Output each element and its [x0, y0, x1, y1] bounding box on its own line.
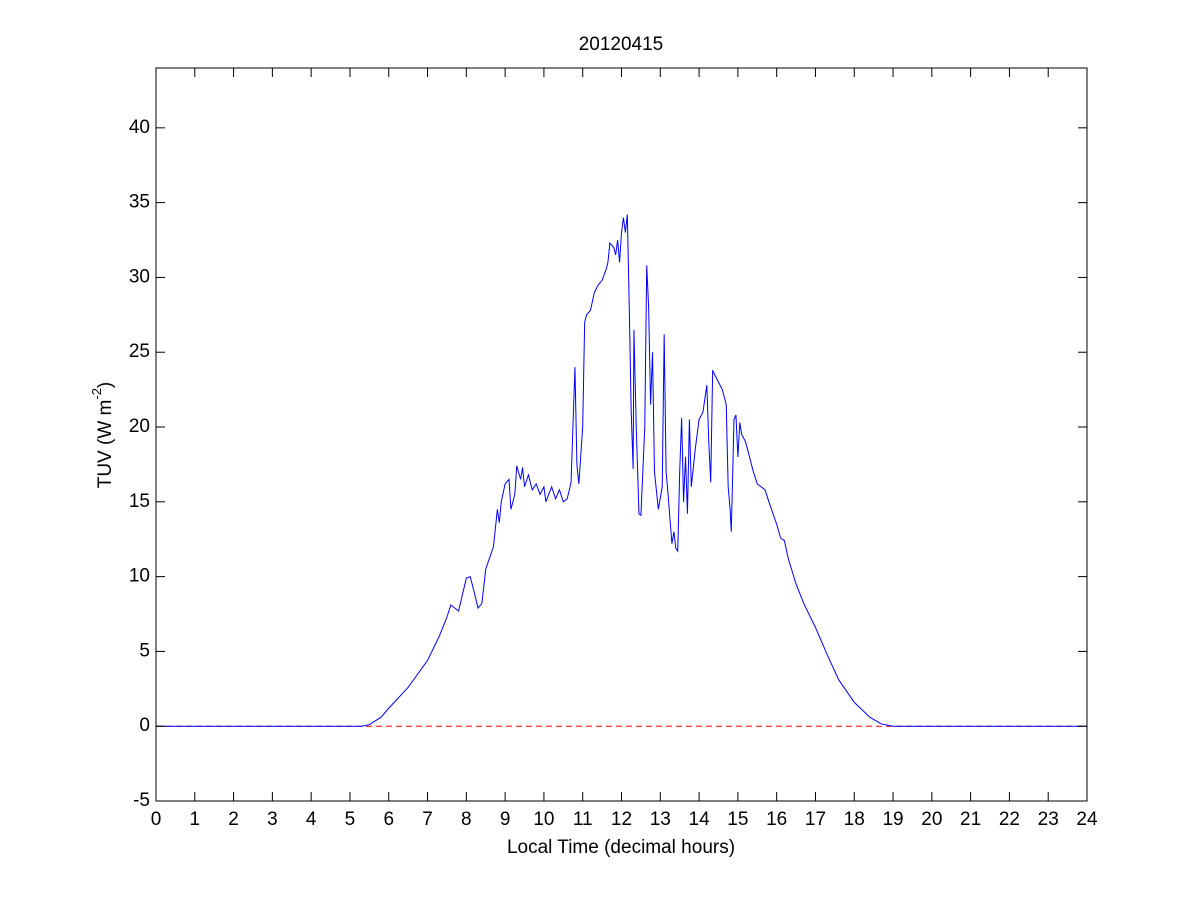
y-tick-label: 25 — [129, 341, 150, 362]
y-tick-label: 30 — [129, 266, 150, 287]
y-tick-label: 40 — [129, 117, 150, 138]
y-axis-label-suffix: ) — [95, 382, 116, 388]
y-axis-label-text: TUV (W m — [95, 400, 116, 489]
x-tick-label: 14 — [689, 809, 711, 830]
x-tick-label: 8 — [461, 809, 472, 830]
y-tick-label: 15 — [129, 491, 150, 512]
x-tick-label: 15 — [727, 809, 748, 830]
x-tick-label: 22 — [999, 809, 1020, 830]
chart-title: 20120415 — [579, 34, 664, 55]
x-tick-label: 13 — [650, 809, 671, 830]
x-tick-label: 9 — [500, 809, 511, 830]
y-tick-label: 5 — [139, 640, 150, 661]
x-tick-label: 10 — [533, 809, 554, 830]
y-tick-label: -5 — [133, 790, 150, 811]
x-tick-label: 11 — [573, 809, 593, 830]
x-tick-label: 7 — [422, 809, 433, 830]
x-tick-label: 18 — [844, 809, 865, 830]
data-line — [156, 214, 1087, 727]
x-tick-label: 20 — [921, 809, 942, 830]
x-tick-label: 12 — [611, 809, 632, 830]
y-tick-label: 20 — [129, 416, 150, 437]
y-axis-label: TUV (W m-2) — [89, 382, 116, 489]
x-tick-label: 2 — [228, 809, 239, 830]
x-tick-label: 6 — [383, 809, 394, 830]
x-axis-label: Local Time (decimal hours) — [507, 837, 735, 858]
x-tick-label: 24 — [1076, 809, 1098, 830]
x-tick-label: 23 — [1038, 809, 1059, 830]
y-tick-label: 10 — [129, 566, 150, 587]
x-tick-label: 3 — [267, 809, 278, 830]
x-tick-label: 0 — [151, 809, 162, 830]
y-tick-label: 0 — [139, 715, 150, 736]
x-tick-label: 21 — [960, 809, 981, 830]
x-tick-label: 16 — [766, 809, 787, 830]
x-tick-label: 1 — [190, 809, 201, 830]
x-tick-label: 4 — [306, 809, 317, 830]
y-tick-label: 35 — [129, 192, 150, 213]
x-tick-label: 5 — [345, 809, 356, 830]
x-tick-label: 19 — [882, 809, 903, 830]
x-tick-label: 17 — [805, 809, 826, 830]
y-axis-label-superscript: -2 — [89, 388, 104, 400]
